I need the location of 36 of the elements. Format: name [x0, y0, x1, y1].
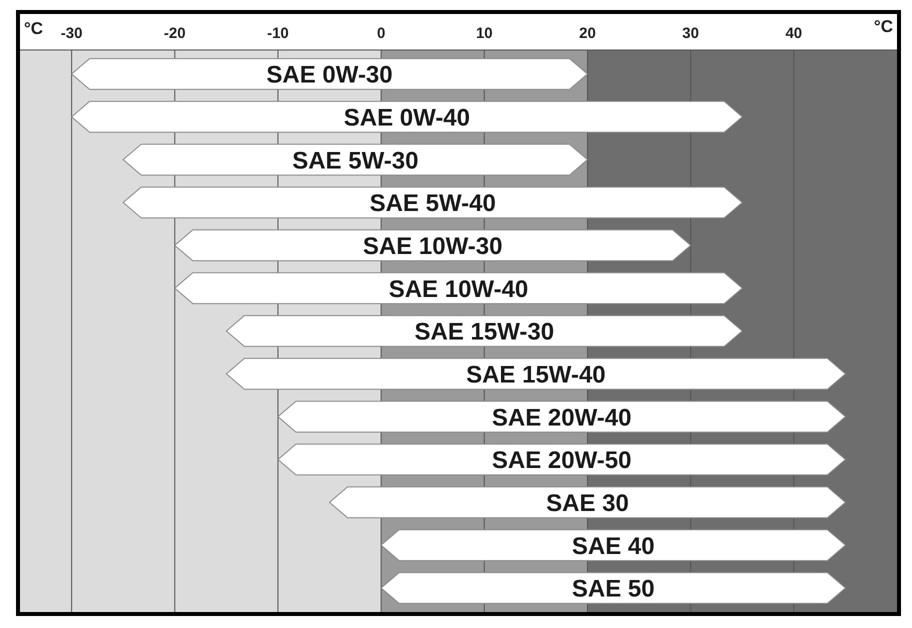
- y-tick-label: SAE 10W-30: [362, 232, 502, 260]
- bar: [226, 315, 743, 347]
- y-tick-label: SAE 20W-40: [492, 404, 632, 432]
- bar: [174, 272, 743, 304]
- bar: [329, 486, 846, 518]
- bar: [122, 186, 743, 218]
- x-tick-label: 0: [376, 25, 386, 42]
- x-tick-label: 30: [682, 25, 699, 42]
- y-tick-label: SAE 30: [546, 490, 629, 517]
- bar: [277, 444, 846, 476]
- y-tick-label: SAE 40: [572, 532, 655, 560]
- y-tick-label: SAE 50: [572, 576, 655, 603]
- x-tick-label: -10: [267, 25, 289, 42]
- y-tick-label: SAE 15W-40: [466, 361, 606, 388]
- x-tick-label: 20: [579, 25, 596, 42]
- bar: [380, 572, 846, 604]
- y-tick-label: SAE 0W-30: [266, 62, 393, 89]
- bar: [277, 400, 846, 433]
- x-tick-label: -30: [60, 25, 82, 42]
- x-tick-label: -20: [164, 25, 186, 42]
- y-tick-label: SAE 15W-30: [414, 318, 554, 346]
- x-axis-title: °C: [24, 19, 44, 38]
- bar: [226, 358, 846, 390]
- bar: [71, 58, 588, 90]
- x-tick-label: 40: [785, 25, 802, 42]
- bar: [71, 100, 743, 133]
- bar: [380, 529, 846, 562]
- bar: [174, 229, 692, 262]
- text: °C: [874, 17, 893, 36]
- bar: [122, 144, 588, 176]
- y-tick-label: SAE 5W-30: [292, 147, 418, 174]
- y-tick-label: SAE 0W-40: [344, 104, 470, 132]
- x-tick-label: 10: [476, 25, 493, 42]
- y-tick-label: SAE 5W-40: [370, 190, 496, 218]
- y-tick-label: SAE 20W-50: [492, 447, 632, 474]
- y-tick-label: SAE 10W-40: [388, 276, 528, 303]
